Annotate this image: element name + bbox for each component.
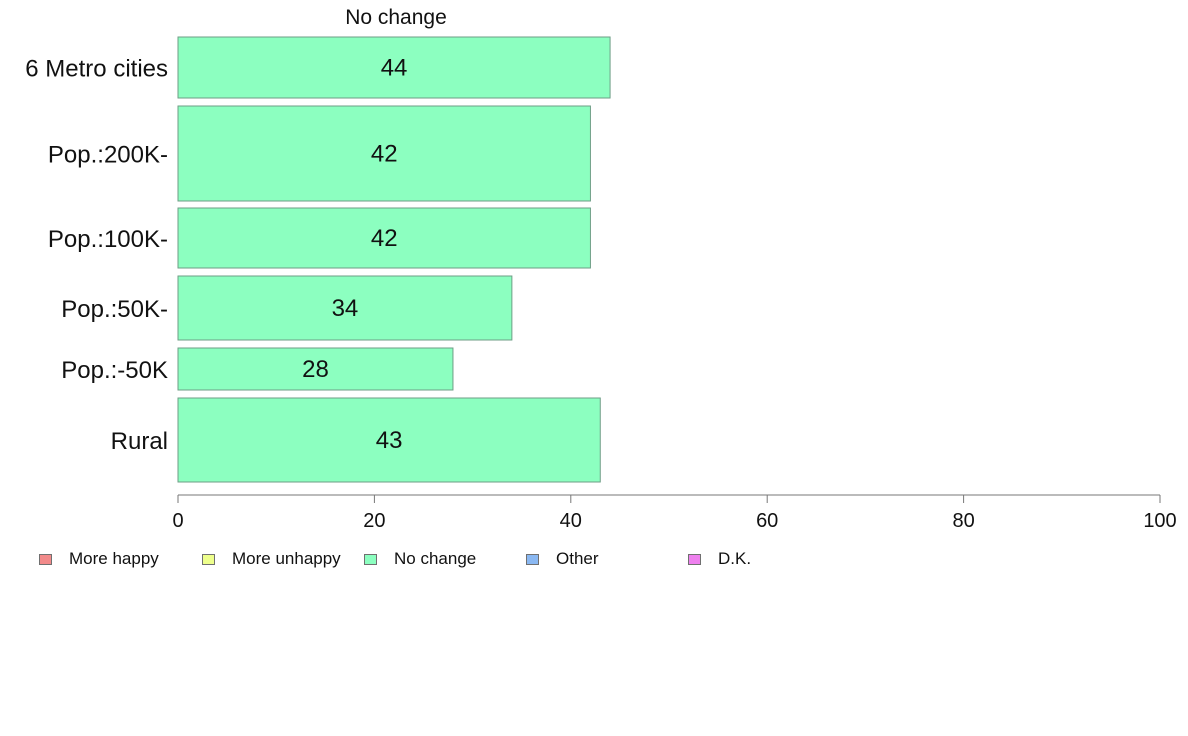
- category-label: Pop.:100K-: [48, 226, 168, 253]
- legend-swatch-dk: [688, 553, 701, 565]
- legend-item-no-change: No change: [364, 548, 476, 570]
- x-tick-label: 20: [363, 510, 385, 532]
- bar-6-metro-cities: [177, 36, 611, 99]
- legend-swatch-more-unhappy: [202, 553, 215, 565]
- legend-swatch-more-happy: [39, 553, 52, 565]
- x-tick-label: 100: [1143, 510, 1176, 532]
- category-label: 6 Metro cities: [25, 56, 168, 83]
- bar-pop-100k: [177, 207, 591, 269]
- bar-pop-200k: [177, 105, 591, 202]
- legend-swatch-no-change: [364, 553, 377, 565]
- x-tick-label: 0: [172, 510, 183, 532]
- data-label: 42: [371, 225, 398, 252]
- legend-item-other: Other: [526, 548, 599, 570]
- x-tick-label: 80: [952, 510, 974, 532]
- data-label: 44: [381, 55, 408, 82]
- bar-pop-50k: [177, 275, 513, 341]
- legend-label: More unhappy: [232, 549, 341, 568]
- category-label: Pop.:50K-: [61, 296, 168, 323]
- category-label: Rural: [111, 428, 168, 455]
- data-label: 43: [376, 427, 403, 454]
- data-label: 34: [332, 295, 359, 322]
- x-tick-label: 60: [756, 510, 778, 532]
- bar-pop-50k: [177, 347, 454, 391]
- legend-item-more-happy: More happy: [39, 548, 159, 570]
- legend-swatch-other: [526, 553, 539, 565]
- x-tick-label: 40: [560, 510, 582, 532]
- category-label: Pop.:-50K: [61, 357, 168, 384]
- bar-rural: [177, 397, 601, 483]
- legend-item-more-unhappy: More unhappy: [202, 548, 341, 570]
- category-label: Pop.:200K-: [48, 142, 168, 169]
- legend: More happy More unhappy No change Other …: [0, 548, 1188, 572]
- data-label: 28: [302, 356, 329, 383]
- legend-label: More happy: [69, 549, 159, 568]
- legend-label: No change: [394, 549, 477, 568]
- legend-item-dk: D.K.: [688, 548, 751, 570]
- legend-label: D.K.: [718, 549, 752, 568]
- data-label: 42: [371, 141, 398, 168]
- legend-label: Other: [556, 549, 599, 568]
- chart-title: No change: [345, 6, 447, 29]
